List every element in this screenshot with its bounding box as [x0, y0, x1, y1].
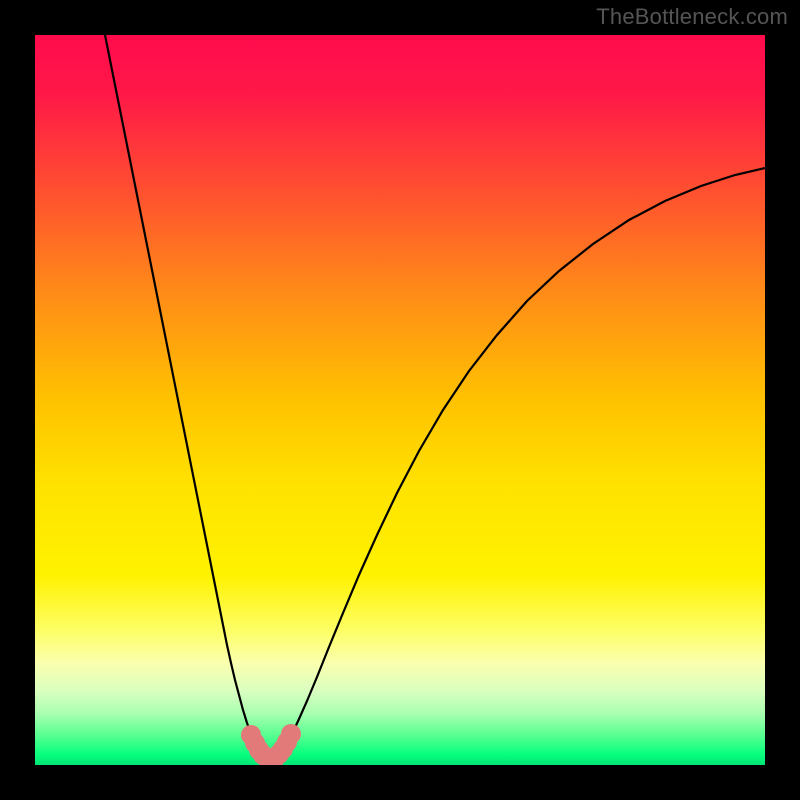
chart-overlay — [35, 35, 765, 765]
watermark-text: TheBottleneck.com — [596, 4, 788, 30]
curve-right — [271, 168, 765, 760]
trough-marker — [281, 724, 301, 744]
plot-area — [35, 35, 765, 765]
trough-markers — [241, 724, 301, 765]
curve-left — [105, 35, 271, 760]
